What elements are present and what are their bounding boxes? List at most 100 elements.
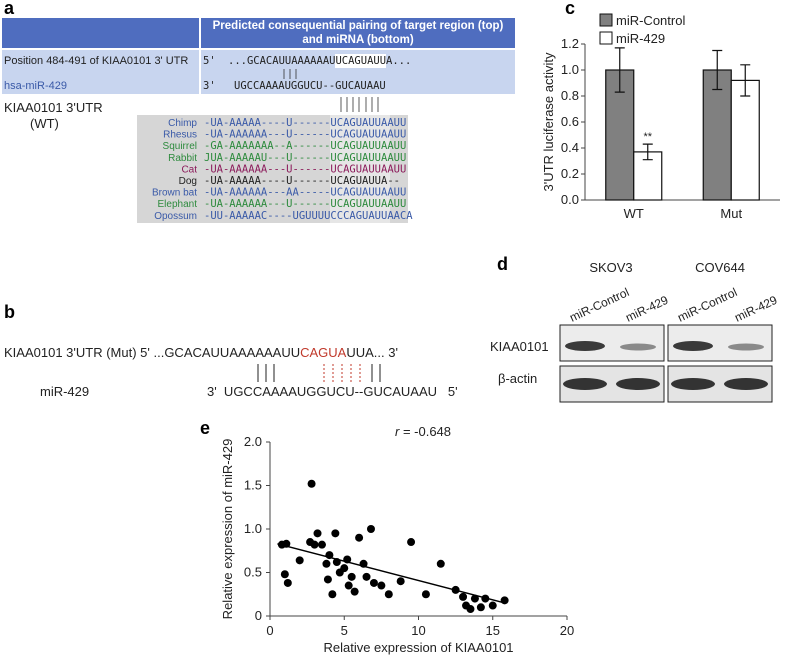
x-tick-label: 15 [486,623,500,638]
y-tick-label: 0 [255,608,262,623]
header-cell [201,18,515,48]
header-text: Predicted consequential pairing of targe… [213,20,504,32]
x-tick-label: Mut [720,206,742,221]
mut-seq: 5' ...GCACAUUAAAAAAUU [140,345,300,360]
y-tick-label: 0.0 [561,192,579,207]
point [313,529,322,538]
trendline [277,543,505,604]
y-tick-label: 0.6 [561,114,579,129]
aligned-seq: JUA-AAAAAU---U------UCAGUAUUAAUU [204,152,406,164]
point [421,590,430,599]
point [323,575,332,584]
annotation-symbol: r [395,424,400,439]
species: Elephant [158,199,198,210]
aligned-seq: -UA-AAAAAA---AA-----UCAGUAUUAAUU [204,187,406,199]
mirna-end: 3' [203,80,216,92]
panel-label: e [200,418,210,438]
species: Rabbit [168,153,197,164]
species: Rhesus [163,130,197,141]
lane-label: miR-Control [675,285,739,325]
mirna-name: hsa-miR-429 [4,80,67,92]
point [384,590,393,599]
point [307,479,316,488]
mirna-seq: 3' UGCCAAAAUGGUCU--GUCAUAAU 5' [207,384,458,399]
annotation: ** [643,131,652,143]
header-cell [2,18,199,48]
aligned-seq: -UA-AAAAA----U------UCAGUAUUAAUU [204,117,406,129]
species: Opossum [154,211,197,222]
point [340,564,349,573]
panel-label: d [497,254,508,274]
y-tick-label: 0.4 [561,140,579,155]
point [407,538,416,547]
protein-label: β-actin [498,371,537,386]
species: Dog [179,176,197,187]
row-bg [2,50,199,94]
point [500,596,509,605]
mut-line: KIAA0101 3'UTR (Mut) 5' ...GCACAUUAAAAAA… [4,345,398,360]
target-name: Position 484-491 of KIAA0101 3' UTR [4,55,188,67]
point [377,581,386,590]
point [436,559,445,568]
y-axis-label: Relative expression of miR-429 [220,439,235,620]
panel-label: b [4,302,15,322]
utr-label: KIAA0101 3'UTR [4,100,103,115]
target-end: 5' [203,55,216,67]
point [344,581,353,590]
y-tick-label: 0.2 [561,166,579,181]
mutation: CAGUA [300,345,347,360]
mut-name: KIAA0101 3'UTR (Mut) [4,345,137,360]
aligned-seq: -GA-AAAAAAA--A------UCAGUAUUAAUU [204,140,406,152]
mut-seq: UUA... 3' [346,345,398,360]
y-axis-label: 3'UTR luciferase activity [541,52,556,192]
aligned-seq: -UA-AAAAAA---U------UCAGUAUUAAUU [204,198,406,210]
point [362,572,371,581]
point [317,540,326,549]
utr-label: (WT) [30,116,59,131]
alignment-highlight [330,115,390,223]
panel-label: c [565,0,575,18]
y-tick-label: 1.0 [561,62,579,77]
pairing-lines [340,97,379,112]
point [470,594,479,603]
point [295,556,304,565]
point [347,572,356,581]
species: Squirrel [163,141,197,152]
species: Chimp [168,118,197,129]
x-tick-label: 5 [341,623,348,638]
point [331,529,340,538]
lane-label: miR-Control [567,285,631,325]
alignment: Chimp -UA-AAAAA----U------UCAGUAUUAAUU Rhe… [152,117,413,222]
point [476,603,485,612]
point [366,525,375,533]
header-text: and miRNA (bottom) [302,34,414,46]
point [355,533,364,542]
point [459,592,468,601]
lane-label: miR-429 [732,293,779,325]
target-seq: ...GCACAUUAAAAAAUUCAGUAUUA... [228,55,411,67]
error-bar [642,143,653,161]
error-bar [614,47,625,93]
x-tick-label: 10 [411,623,425,638]
y-tick-label: 2.0 [244,434,262,449]
annotation: r = -0.648 [395,424,451,439]
y-tick-label: 1.2 [561,36,579,51]
point [283,578,292,587]
broken-pairing [323,364,361,382]
y-tick-label: 1.0 [244,521,262,536]
error-bar [740,64,751,97]
seed-highlight [335,54,386,68]
error-bar [712,49,723,91]
point [350,587,359,596]
annotation-text: = -0.648 [399,424,451,439]
point [488,601,497,610]
mirna-name: miR-429 [40,384,89,399]
legend-label: miR-Control [616,13,685,28]
aligned-seq: -UU-AAAAAC----UGUUUUCCCAGUAUUAACA [204,210,413,222]
cell-line: COV644 [695,260,745,275]
x-axis-label: Relative expression of KIAA0101 [323,640,513,655]
point [466,605,475,614]
x-tick-label: WT [624,206,644,221]
point [328,590,337,599]
y-tick-label: 1.5 [244,478,262,493]
